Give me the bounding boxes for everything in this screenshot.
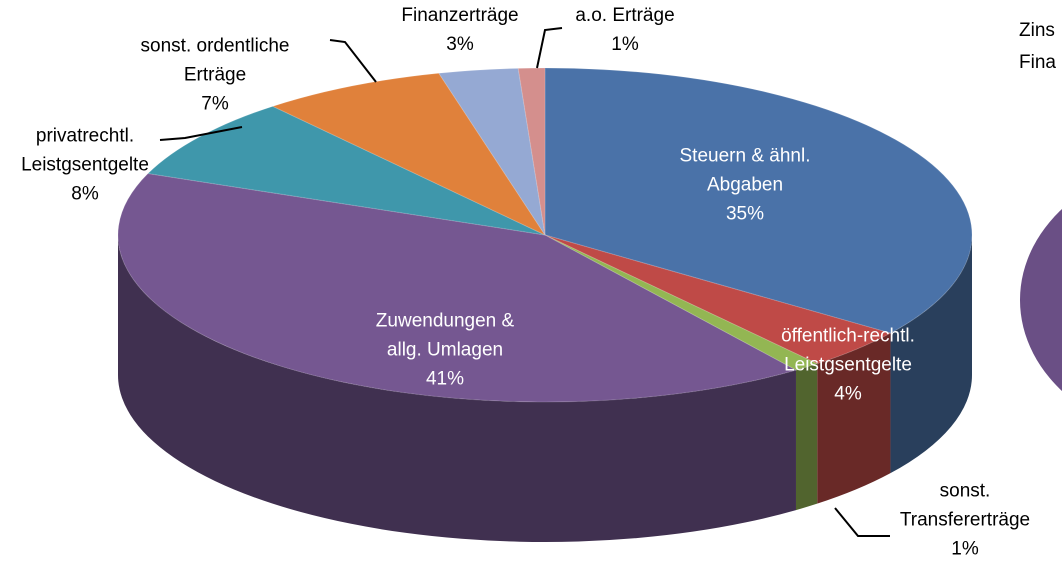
pie: [117, 67, 973, 542]
slice: [117, 172, 798, 403]
slice: [437, 67, 546, 236]
data-label: Zuwendungen & allg. Umlagen 41%: [358, 307, 533, 394]
slice: [544, 234, 892, 365]
data-label: a.o. Erträge 1%: [545, 1, 705, 59]
data-label: öffentlich-rechtl. Leistgsentgelte 4%: [753, 322, 943, 409]
category-label: Finanzerträge: [401, 5, 519, 26]
data-label: sonst. Transfererträge 1%: [888, 477, 1043, 564]
data-label: Finanzerträge 3%: [380, 1, 540, 59]
leader-line: [329, 39, 377, 83]
data-label: Steuern & ähnl. Abgaben 35%: [660, 142, 830, 229]
slice-side: [117, 235, 796, 542]
category-label: Zuwendungen & allg. Umlagen: [375, 310, 515, 361]
slice-side: [795, 363, 818, 511]
value-label: 41%: [425, 368, 465, 390]
data-label: sonst. ordentliche Erträge 7%: [120, 32, 310, 119]
annotation: Fina: [1019, 52, 1056, 73]
category-label: a.o. Erträge: [575, 5, 675, 26]
slice: [544, 234, 819, 371]
slice: [544, 67, 973, 334]
data-label: privatrechtl. Leistgsentgelte 8%: [10, 122, 160, 209]
slice: [517, 67, 546, 236]
category-label: privatrechtl. Leistgsentgelte: [21, 125, 149, 176]
category-label: sonst. ordentliche Erträge: [140, 35, 290, 86]
value-label: 7%: [201, 93, 229, 115]
slice: [146, 105, 546, 236]
leader-line: [536, 27, 563, 69]
value-label: 3%: [446, 34, 474, 55]
second-pie-edge: [1020, 209, 1062, 391]
annotation: Zins: [1019, 20, 1055, 41]
leader-line: [834, 507, 890, 537]
slice: [271, 72, 547, 237]
value-label: 1%: [611, 34, 639, 55]
value-label: 4%: [834, 383, 862, 405]
slice-side: [890, 235, 972, 474]
value-label: 8%: [71, 183, 99, 205]
slice-side: [817, 333, 891, 504]
value-label: 1%: [951, 538, 979, 560]
leader-line: [159, 126, 243, 141]
category-label: öffentlich-rechtl. Leistgsentgelte: [781, 325, 915, 376]
category-label: Steuern & ähnl. Abgaben: [679, 145, 811, 196]
category-label: sonst. Transfererträge: [899, 480, 1031, 531]
value-label: 35%: [725, 203, 765, 225]
